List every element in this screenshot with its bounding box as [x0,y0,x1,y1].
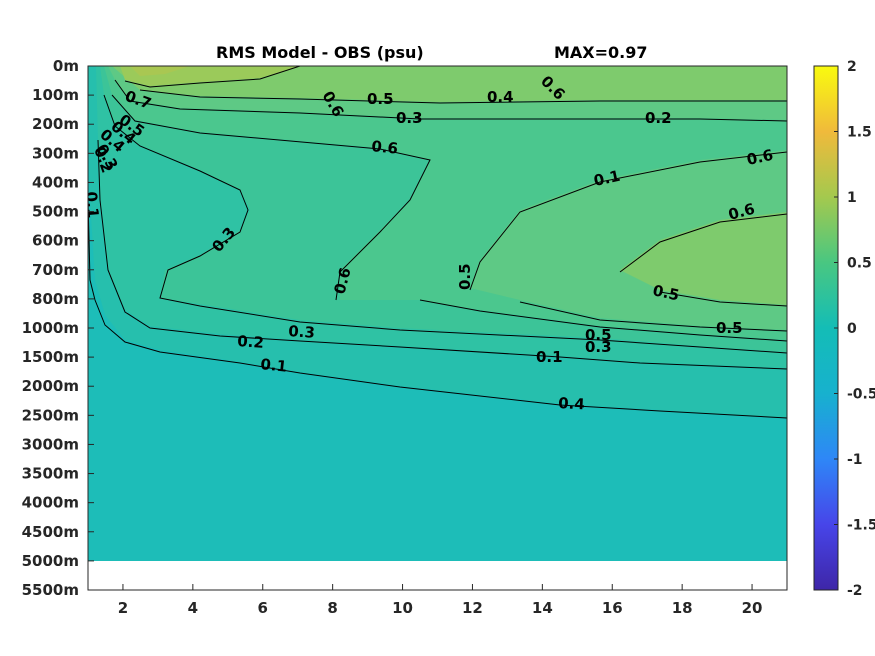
y-tick-label: 300m [32,144,79,162]
colorbar-ticks: 2 1.5 1 0.5 0 -0.5 -1 -1.5 -2 [834,59,875,599]
x-tick-label: 10 [392,599,413,617]
contour-label: 0.5 [716,319,743,337]
y-tick-label: 400m [32,173,79,191]
y-tick-label: 5500m [22,581,79,599]
fill-level-0-8 [130,66,190,76]
colorbar-tick-label: 1.5 [847,125,872,141]
y-tick-label: 2000m [22,377,79,395]
contour-0-5a [114,79,787,122]
y-tick-label: 700m [32,261,79,279]
colorbar-tick-label: -2 [847,583,863,599]
y-tick-label: 2500m [22,406,79,424]
contour-label: 0.6 [745,146,775,169]
x-axis: 2 4 6 8 10 12 14 16 18 20 [118,584,763,617]
contour-0-6b [619,213,787,307]
colorbar-tick-label: 0.5 [847,256,872,272]
contour-label: 0.1 [260,355,288,376]
contour-0-2 [97,139,787,370]
y-tick-label: 1000m [22,319,79,337]
y-tick-label: 500m [32,203,79,221]
x-tick-label: 14 [532,599,553,617]
contour-0-6a [139,89,787,104]
contour-label: 0.4 [487,88,514,106]
contour-label: 0.5 [651,281,681,304]
y-axis: 0m 100m 200m 300m 400m 500m 600m 700m 800m 1000m 1… [22,57,94,599]
contour-label: 0.6 [371,137,399,158]
y-tick-label: 5000m [22,552,79,570]
fill-level-0-6 [112,66,787,305]
contour-0-3 [103,94,787,354]
colorbar-tick-label: -1 [847,452,863,468]
contour-lines [88,66,787,419]
y-tick-label: 800m [32,290,79,308]
contour-label: 0.3 [585,338,612,356]
y-tick-label: 200m [32,115,79,133]
x-tick-label: 18 [672,599,693,617]
y-tick-label: 100m [32,86,79,104]
colorbar-tick-label: 0 [847,321,857,337]
contour-label: 0.3 [288,322,316,342]
contour-label: 0.4 [558,394,585,413]
max-annotation: MAX=0.97 [554,43,648,62]
contour-labels: 0.7 0.6 0.5 0.4 0.3 0.2 0.1 0.6 0.6 0.6 … [82,72,775,413]
x-tick-label: 6 [258,599,268,617]
x-tick-label: 8 [327,599,337,617]
contour-label: 0.2 [645,109,672,127]
y-tick-label: 1500m [22,348,79,366]
contour-label: 0.1 [592,167,622,190]
contour-label: 0.2 [237,332,265,352]
chart-title: RMS Model - OBS (psu) [216,43,424,62]
contour-0-5b [469,151,787,332]
contour-label: 0.1 [82,191,102,219]
colorbar-tick-label: -1.5 [847,518,875,534]
no-data-region [88,561,787,590]
contour-label: 0.5 [367,90,394,108]
contour-label: 0.5 [585,326,612,344]
colorbar-tick-label: -0.5 [847,387,875,403]
x-tick-label: 20 [742,599,763,617]
contour-label: 0.5 [456,263,474,290]
fill-level-0-5 [108,66,787,330]
y-tick-label: 0m [53,57,79,75]
x-tick-label: 12 [462,599,483,617]
colorbar-tick-label: 2 [847,59,857,75]
y-tick-label: 4000m [22,494,79,512]
contour-0-4 [111,94,787,342]
contour-0-7 [124,66,301,88]
x-tick-label: 2 [118,599,128,617]
contour-label: 0.3 [396,109,423,127]
plot-area: 0.7 0.6 0.5 0.4 0.3 0.2 0.1 0.6 0.6 0.6 … [82,66,787,561]
x-tick-label: 16 [602,599,623,617]
y-tick-label: 4500m [22,523,79,541]
x-tick-label: 4 [188,599,198,617]
contour-label: 0.1 [536,348,563,366]
y-tick-label: 3000m [22,435,79,453]
contour-0-1 [88,199,787,419]
y-tick-label: 3500m [22,465,79,483]
colorbar-tick-label: 1 [847,190,857,206]
y-tick-label: 600m [32,232,79,250]
